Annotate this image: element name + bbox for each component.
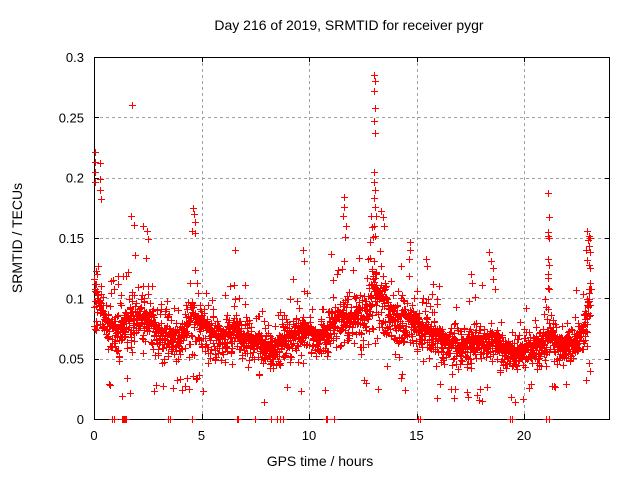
y-axis-label: SRMTID / TECUs [9, 183, 25, 293]
x-tick-label: 5 [198, 428, 205, 443]
x-tick-label: 0 [90, 428, 97, 443]
x-tick-labels: 0 5 10 15 20 [90, 428, 531, 443]
y-tick-labels: 0 0.05 0.1 0.15 0.2 0.25 0.3 [59, 50, 84, 427]
y-tick-label: 0 [77, 412, 84, 427]
y-tick-label: 0.25 [59, 110, 84, 125]
x-tick-label: 20 [517, 428, 531, 443]
y-tick-label: 0.3 [66, 50, 84, 65]
data-points [91, 72, 595, 423]
x-axis-label: GPS time / hours [267, 453, 374, 469]
x-tick-label: 15 [409, 428, 423, 443]
y-tick-label: 0.15 [59, 231, 84, 246]
y-tick-label: 0.2 [66, 171, 84, 186]
chart-title: Day 216 of 2019, SRMTID for receiver pyg… [214, 17, 484, 33]
x-tick-label: 10 [302, 428, 316, 443]
y-tick-label: 0.1 [66, 291, 84, 306]
y-tick-label: 0.05 [59, 352, 84, 367]
